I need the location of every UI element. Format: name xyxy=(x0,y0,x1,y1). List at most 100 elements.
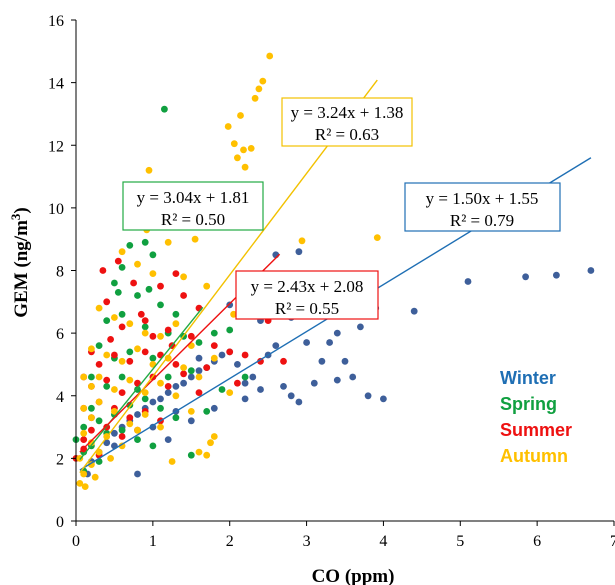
point-autumn xyxy=(126,420,134,428)
point-autumn xyxy=(111,314,118,321)
point-autumn xyxy=(195,373,203,381)
point-winter xyxy=(218,351,226,359)
y-tick-label: 14 xyxy=(48,76,64,93)
point-spring xyxy=(164,373,172,381)
point-spring xyxy=(141,238,149,246)
point-winter xyxy=(134,470,141,478)
annotation-summer: y = 2.43x + 2.08 R² = 0.55 xyxy=(235,270,379,320)
point-spring xyxy=(126,242,134,249)
point-winter xyxy=(357,323,364,331)
point-autumn xyxy=(172,392,180,400)
x-tick-label: 3 xyxy=(303,533,311,550)
point-summer xyxy=(95,361,103,368)
point-summer xyxy=(180,370,188,378)
point-winter xyxy=(380,395,387,403)
point-autumn xyxy=(241,163,249,171)
point-autumn xyxy=(88,345,95,353)
point-autumn xyxy=(255,85,263,93)
point-summer xyxy=(157,282,164,290)
point-summer xyxy=(241,351,249,359)
x-tick-label: 7 xyxy=(610,533,615,550)
point-autumn xyxy=(247,145,255,152)
point-autumn xyxy=(157,379,164,387)
annotation-winter-equation: y = 1.50x + 1.55 xyxy=(426,189,539,208)
point-winter xyxy=(149,423,157,431)
point-summer xyxy=(164,383,172,390)
point-autumn xyxy=(95,304,103,312)
point-summer xyxy=(134,379,141,387)
point-autumn xyxy=(88,414,95,422)
y-axis-title-superscript: 3 xyxy=(8,213,23,220)
point-autumn xyxy=(103,351,111,359)
point-autumn xyxy=(107,455,114,462)
point-autumn xyxy=(187,408,195,415)
x-tick-label: 4 xyxy=(379,533,387,550)
point-spring xyxy=(195,339,203,346)
point-spring xyxy=(141,323,149,331)
point-autumn xyxy=(240,146,247,154)
point-spring xyxy=(149,251,157,259)
point-summer xyxy=(203,364,211,371)
point-summer xyxy=(137,310,145,318)
point-autumn xyxy=(180,273,188,281)
point-winter xyxy=(187,417,195,425)
point-autumn xyxy=(224,123,232,130)
point-spring xyxy=(88,373,95,381)
y-tick-label: 8 xyxy=(56,264,64,281)
point-summer xyxy=(118,323,126,331)
point-winter xyxy=(172,383,180,390)
point-winter xyxy=(241,395,249,403)
point-autumn xyxy=(88,383,95,390)
point-winter xyxy=(195,367,203,375)
point-spring xyxy=(103,383,111,390)
point-spring xyxy=(157,301,164,309)
point-spring xyxy=(134,292,141,299)
legend-summer: Summer xyxy=(500,420,572,440)
annotation-summer-r2: R² = 0.55 xyxy=(275,299,339,318)
point-spring xyxy=(187,367,195,375)
point-summer xyxy=(107,336,114,343)
point-winter xyxy=(272,342,280,349)
point-spring xyxy=(241,373,249,381)
annotation-autumn-r2: R² = 0.63 xyxy=(315,125,379,144)
point-summer xyxy=(234,379,241,387)
point-autumn xyxy=(111,386,118,393)
point-summer xyxy=(141,348,149,356)
point-autumn xyxy=(80,470,88,478)
point-autumn xyxy=(210,433,218,440)
point-winter xyxy=(103,439,111,447)
point-autumn xyxy=(91,473,99,481)
legend-spring: Spring xyxy=(500,394,557,414)
point-autumn xyxy=(226,389,234,396)
point-spring xyxy=(134,436,141,443)
annotation-spring-equation: y = 3.04x + 1.81 xyxy=(137,188,250,207)
point-autumn xyxy=(157,423,164,431)
point-autumn xyxy=(195,448,203,456)
point-spring xyxy=(118,373,126,381)
point-autumn xyxy=(134,426,141,434)
point-autumn xyxy=(180,364,188,371)
point-autumn xyxy=(251,94,259,102)
point-winter xyxy=(287,392,295,400)
point-winter xyxy=(349,373,357,381)
point-spring xyxy=(118,264,126,271)
point-winter xyxy=(295,248,303,256)
point-autumn xyxy=(118,357,126,365)
x-tick-label: 1 xyxy=(149,533,157,550)
y-tick-label: 2 xyxy=(56,451,64,468)
point-autumn xyxy=(126,320,134,328)
x-tick-label: 5 xyxy=(456,533,464,550)
point-spring xyxy=(118,426,126,434)
point-spring xyxy=(95,417,103,425)
point-winter xyxy=(303,339,310,346)
point-summer xyxy=(111,351,118,359)
point-autumn xyxy=(164,238,172,246)
point-spring xyxy=(187,451,195,459)
y-axis-title-main: GEM (ng/m xyxy=(11,220,32,318)
point-spring xyxy=(218,386,226,393)
point-winter xyxy=(111,429,118,437)
point-autumn xyxy=(203,451,211,459)
point-winter xyxy=(241,379,249,387)
point-winter xyxy=(180,379,188,387)
